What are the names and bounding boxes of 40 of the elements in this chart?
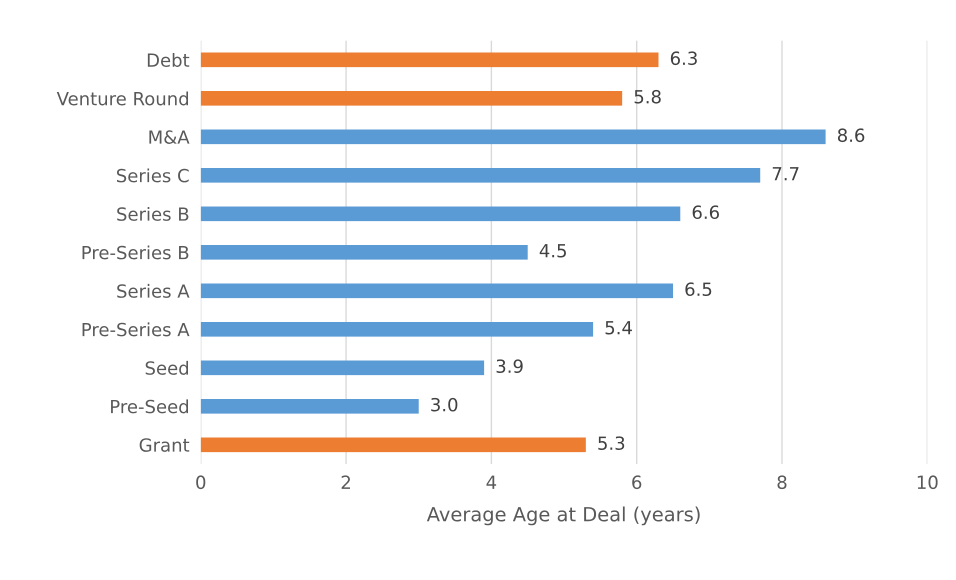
data-label: 5.4 bbox=[606, 321, 632, 335]
bar bbox=[200, 206, 680, 222]
y-tick-label: Grant bbox=[140, 438, 190, 452]
bar bbox=[200, 244, 528, 260]
data-label: 4.5 bbox=[540, 244, 566, 258]
y-tick-label: Debt bbox=[148, 52, 190, 67]
y-tick-label: Series B bbox=[117, 206, 188, 221]
y-tick-label: Series A bbox=[117, 284, 190, 298]
data-label: 6.5 bbox=[685, 282, 712, 296]
y-tick-label: Pre-Series B bbox=[82, 245, 188, 260]
y-tick-label: Seed bbox=[146, 360, 188, 375]
data-label: 5.3 bbox=[598, 436, 624, 450]
data-label: 3.0 bbox=[431, 398, 458, 412]
x-tick-label: 8 bbox=[777, 475, 787, 490]
bar bbox=[200, 130, 826, 144]
data-label: 3.9 bbox=[496, 359, 523, 374]
bar bbox=[200, 322, 594, 337]
data-label: 5.8 bbox=[634, 90, 661, 104]
x-tick-label: 4 bbox=[486, 476, 496, 489]
bar bbox=[200, 437, 586, 452]
bar bbox=[200, 52, 658, 68]
data-label: 6.6 bbox=[692, 205, 719, 220]
bar bbox=[200, 283, 674, 298]
x-axis-title: Average Age at Deal (years) bbox=[426, 506, 700, 526]
bar bbox=[200, 360, 484, 376]
x-tick-label: 6 bbox=[632, 475, 642, 490]
y-tick-label: M&A bbox=[149, 130, 190, 144]
y-tick-label: Pre-Series A bbox=[82, 322, 190, 336]
data-label: 8.6 bbox=[838, 128, 864, 142]
y-tick-label: Series C bbox=[116, 168, 189, 182]
x-tick-label: 0 bbox=[196, 475, 206, 490]
bar bbox=[200, 168, 760, 183]
bar bbox=[200, 398, 419, 414]
y-tick-label: Pre-Seed bbox=[111, 399, 188, 414]
bar bbox=[200, 91, 622, 106]
x-tick-label: 2 bbox=[342, 475, 350, 489]
x-tick-label: 10 bbox=[918, 475, 938, 490]
data-label: 6.3 bbox=[670, 51, 697, 66]
data-label: 7.7 bbox=[772, 167, 798, 180]
y-tick-label: Venture Round bbox=[56, 91, 188, 106]
